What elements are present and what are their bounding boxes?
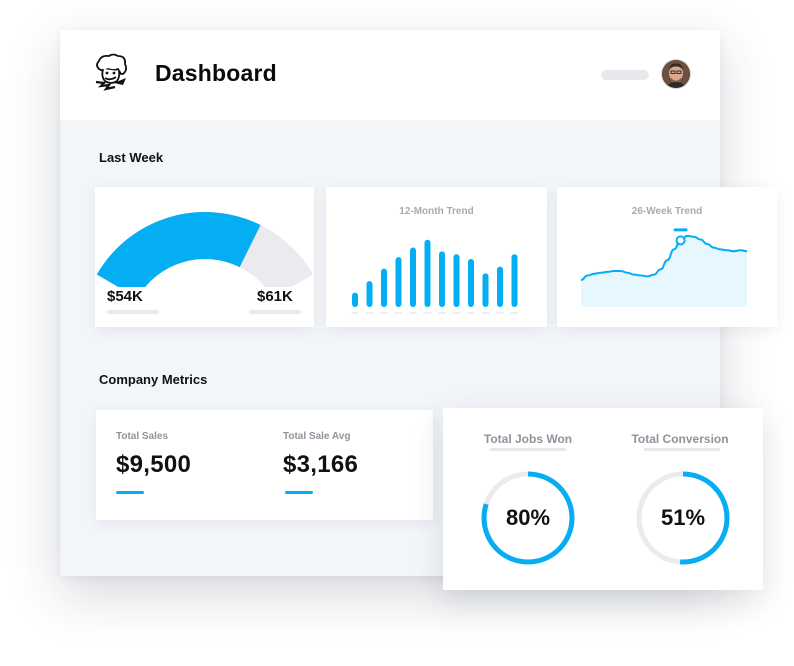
bar-tick (452, 312, 461, 314)
trend-12-month-card[interactable]: 12-Month Trend (326, 187, 547, 327)
total-sales-accent (116, 491, 144, 494)
trend-12-month-title: 12-Month Trend (399, 206, 474, 217)
trend-26-week-chart (580, 228, 748, 307)
bar-tick (380, 312, 388, 314)
page-title: Dashboard (155, 60, 277, 86)
conversion-label: Total Conversion (631, 432, 729, 446)
trend-area (581, 235, 747, 307)
trend-bar (381, 268, 387, 307)
total-sale-avg-label: Total Sale Avg (283, 431, 351, 442)
total-sales-value: $9,500 (116, 451, 192, 478)
conversion-ring-fill (636, 471, 730, 565)
trend-26-week-title: 26-Week Trend (631, 206, 703, 217)
jobs-won-label: Total Jobs Won (483, 432, 573, 446)
trend-bar (482, 273, 489, 307)
bar-tick (409, 312, 417, 314)
total-sale-avg-accent (285, 491, 313, 494)
trend-bar (424, 239, 431, 307)
bar-tick (351, 312, 359, 314)
total-sales-label: Total Sales (116, 431, 169, 442)
user-avatar[interactable] (662, 60, 690, 88)
jobs-won-value: 80% (505, 505, 551, 530)
gauge-current-bar (107, 310, 159, 314)
gauge-chart (96, 212, 314, 287)
sales-metrics-card[interactable]: Total Sales $9,500 Total Sale Avg $3,166 (96, 410, 433, 520)
conversion-underline (644, 448, 720, 451)
trend-peak-marker (673, 228, 688, 232)
bar-tick (438, 312, 446, 314)
trend-bar (395, 257, 402, 307)
user-name-placeholder (601, 70, 649, 80)
trend-bar (439, 251, 445, 307)
trend-bar (352, 292, 358, 307)
gauge-current-value: $54K (107, 288, 143, 305)
trend-bar (468, 259, 474, 307)
bar-tick (510, 312, 519, 314)
gauge-card[interactable]: $54K $61K (95, 187, 314, 327)
trend-12-month-chart (351, 239, 519, 314)
section-title-last-week: Last Week (99, 150, 164, 165)
conversion-metrics-card[interactable]: Total Jobs Won 80% Total Conversion 51% (443, 408, 763, 590)
total-sale-avg-value: $3,166 (283, 451, 359, 478)
chef-logo-icon[interactable] (90, 52, 132, 94)
trend-bar (497, 266, 503, 307)
jobs-won-underline (490, 448, 566, 451)
trend-bar (410, 247, 416, 307)
conversion-ring (636, 471, 730, 565)
header: Dashboard (60, 30, 720, 120)
trend-26-week-card[interactable]: 26-Week Trend (557, 187, 777, 327)
bar-tick (365, 312, 374, 314)
trend-peak-point (675, 235, 686, 246)
section-title-company-metrics: Company Metrics (99, 372, 208, 387)
gauge-target-bar (249, 310, 301, 314)
trend-bar (511, 254, 518, 307)
bar-tick (467, 312, 475, 314)
bar-tick (423, 312, 432, 314)
gauge-fill (96, 212, 261, 287)
bar-tick (496, 312, 504, 314)
gauge-target-value: $61K (257, 288, 293, 305)
trend-bar (366, 281, 373, 307)
jobs-won-ring (481, 471, 575, 565)
jobs-won-ring-fill (481, 471, 575, 565)
bar-tick (394, 312, 403, 314)
trend-bar (453, 254, 460, 307)
bar-tick (481, 312, 490, 314)
conversion-value: 51% (660, 505, 706, 530)
trend-line (580, 234, 748, 281)
